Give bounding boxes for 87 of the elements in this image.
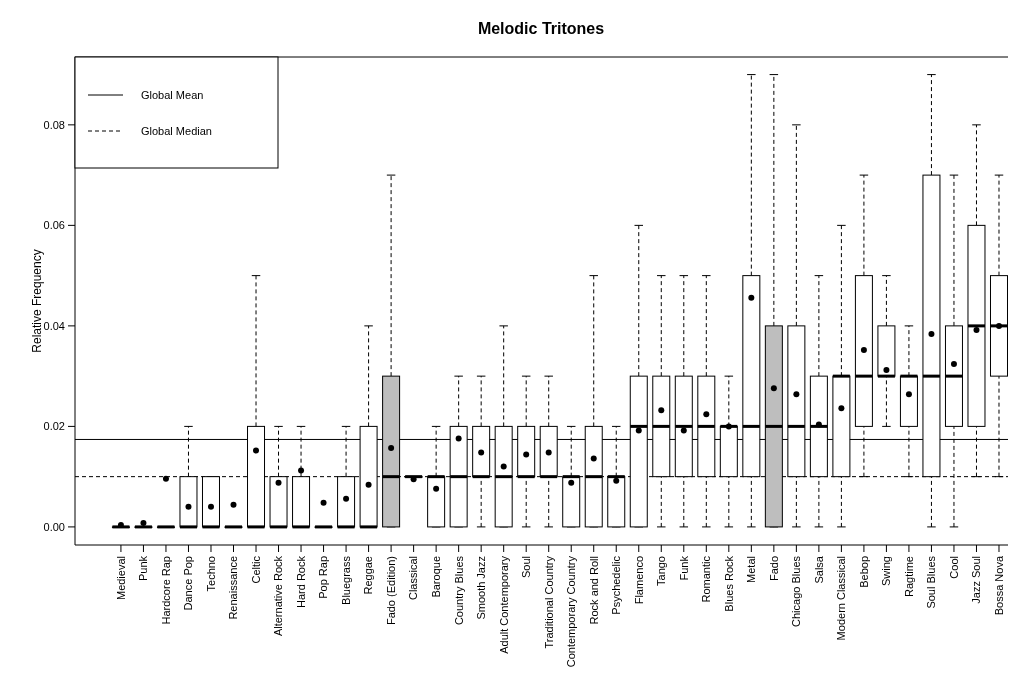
x-tick-label: Fado bbox=[767, 556, 780, 582]
x-tick-label: Adult Contemporary bbox=[497, 555, 510, 654]
x-tick-label: Cool bbox=[947, 556, 960, 579]
point bbox=[455, 435, 462, 442]
y-axis-title: Relative Frequency bbox=[30, 249, 44, 353]
point bbox=[883, 367, 890, 374]
point bbox=[635, 427, 642, 434]
point bbox=[748, 294, 755, 301]
point bbox=[613, 477, 620, 484]
point bbox=[703, 411, 710, 418]
point bbox=[770, 385, 777, 392]
point bbox=[950, 361, 957, 368]
legend-label: Global Median bbox=[141, 124, 212, 137]
x-tick-label: Salsa bbox=[812, 555, 825, 584]
x-tick-label: Punk bbox=[137, 555, 150, 582]
point bbox=[185, 503, 192, 510]
point bbox=[793, 391, 800, 398]
x-tick-label: Blues Rock bbox=[722, 555, 735, 612]
x-tick-label: Rock and Roll bbox=[587, 556, 600, 625]
x-tick-label: Funk bbox=[677, 555, 690, 581]
point bbox=[298, 467, 305, 474]
x-tick-label: Country Blues bbox=[452, 555, 465, 626]
y-tick-label: 0.04 bbox=[43, 319, 65, 332]
x-tick-label: Psychedelic bbox=[610, 555, 623, 615]
x-tick-label: Soul Blues bbox=[925, 555, 938, 609]
x-tick-label: Classical bbox=[407, 556, 420, 601]
point bbox=[500, 463, 507, 470]
x-tick-label: Bluegrass bbox=[339, 555, 352, 605]
y-tick-label: 0.08 bbox=[43, 118, 65, 131]
point bbox=[545, 449, 552, 456]
x-tick-label: Techno bbox=[204, 556, 217, 592]
y-tick-label: 0.00 bbox=[43, 520, 65, 533]
x-tick-label: Dance Pop bbox=[182, 556, 195, 611]
point bbox=[928, 330, 935, 337]
x-tick-label: Modern Classical bbox=[835, 556, 848, 641]
x-tick-label: Hard Rock bbox=[294, 555, 307, 608]
point bbox=[140, 519, 147, 526]
x-tick-label: Swing bbox=[880, 556, 893, 586]
x-tick-label: Fado (Edition) bbox=[384, 556, 397, 626]
point bbox=[658, 407, 665, 414]
x-tick-label: Bossa Nova bbox=[992, 555, 1005, 616]
x-tick-label: Smooth Jazz bbox=[475, 556, 488, 620]
x-tick-label: Traditional Country bbox=[542, 555, 555, 649]
point bbox=[230, 501, 237, 508]
y-tick-label: 0.06 bbox=[43, 219, 65, 232]
point bbox=[590, 455, 597, 462]
point bbox=[388, 445, 395, 451]
x-tick-label: Contemporary Country bbox=[565, 555, 578, 668]
x-tick-label: Alternative Rock bbox=[272, 555, 285, 637]
point bbox=[680, 427, 687, 434]
x-tick-label: Romantic bbox=[700, 555, 713, 603]
point bbox=[320, 499, 327, 506]
x-tick-label: Celtic bbox=[249, 555, 262, 584]
point bbox=[275, 479, 282, 486]
x-tick-label: Chicago Blues bbox=[790, 555, 803, 627]
x-tick-label: Pop Rap bbox=[317, 556, 330, 599]
x-tick-label: Tango bbox=[655, 556, 668, 586]
x-tick-label: Baroque bbox=[429, 556, 442, 598]
point bbox=[725, 423, 732, 430]
point bbox=[815, 421, 822, 428]
point bbox=[838, 405, 845, 412]
point bbox=[973, 326, 980, 333]
x-tick-label: Flamenco bbox=[632, 556, 645, 605]
point bbox=[568, 479, 575, 486]
x-tick-label: Hardcore Rap bbox=[159, 556, 172, 625]
x-tick-label: Reggae bbox=[362, 556, 375, 595]
x-tick-label: Renaissance bbox=[227, 556, 240, 620]
point bbox=[905, 391, 912, 398]
point bbox=[860, 347, 867, 353]
point bbox=[365, 481, 372, 488]
point bbox=[433, 485, 440, 492]
x-tick-label: Ragtime bbox=[902, 556, 915, 597]
x-tick-label: Jazz Soul bbox=[970, 556, 983, 604]
point bbox=[207, 503, 214, 510]
x-tick-label: Medieval bbox=[114, 556, 127, 601]
x-tick-label: Bebop bbox=[857, 556, 870, 588]
point bbox=[523, 451, 530, 458]
y-tick-label: 0.02 bbox=[43, 420, 65, 433]
x-tick-label: Metal bbox=[745, 556, 758, 583]
point bbox=[253, 447, 260, 454]
chart-title: Melodic Tritones bbox=[477, 20, 605, 37]
point bbox=[162, 475, 169, 482]
point bbox=[343, 495, 350, 502]
x-tick-label: Soul bbox=[520, 556, 533, 579]
point bbox=[995, 322, 1002, 329]
point bbox=[478, 449, 485, 456]
legend-label: Global Mean bbox=[141, 88, 204, 101]
